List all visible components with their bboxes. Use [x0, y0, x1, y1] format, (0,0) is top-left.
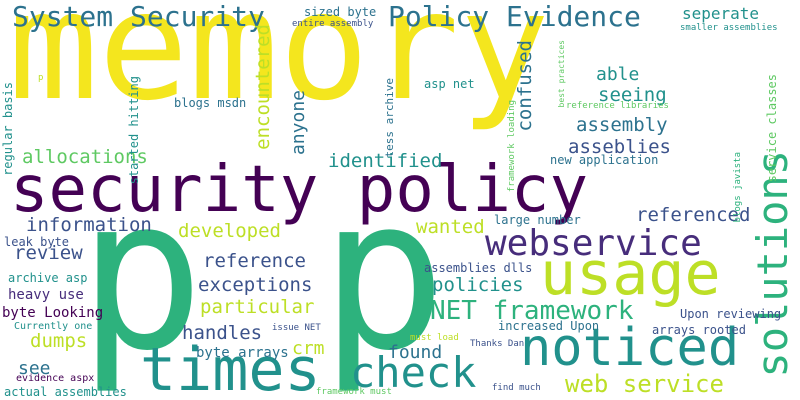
word-evidence-aspx: evidence aspx: [16, 373, 95, 384]
word-confused: confused: [514, 40, 536, 132]
word-web-service: web service: [565, 370, 724, 398]
word-solutions: solutions: [748, 150, 797, 378]
word-smaller-assemblies: smaller assemblies: [680, 23, 778, 33]
word-tess-archive: tess archive: [383, 78, 396, 158]
word-able: able: [596, 64, 640, 85]
word-currently-one: Currently one: [14, 321, 93, 332]
word-anyone: anyone: [288, 90, 309, 156]
word-found: found: [388, 342, 443, 363]
word-times: times: [140, 335, 321, 400]
word-asseblies: asseblies: [568, 136, 671, 158]
word-crm: crm: [292, 338, 325, 359]
word-archive-asp: archive asp: [8, 271, 88, 285]
word-reference-libraries: reference libraries: [566, 101, 669, 111]
word-actual-assemblies: actual assemblies: [4, 385, 127, 399]
word-byte-arrays: byte arrays: [196, 345, 289, 361]
word-noticed: noticed: [520, 318, 740, 378]
word-identified: identified: [328, 150, 443, 172]
word-system-security: System Security: [12, 0, 265, 33]
word-allocations: allocations: [22, 146, 148, 168]
word-assembly: assembly: [576, 114, 668, 136]
word-review: review: [14, 242, 83, 264]
word-check: check: [350, 348, 477, 397]
word-blogs-msdn: blogs msdn: [174, 96, 247, 110]
word-regular-basis: regular basis: [1, 82, 15, 176]
word-must-load: must load: [410, 333, 459, 343]
word-heavy-use: heavy use: [8, 287, 84, 303]
word-blogs-javista: blogs javista: [733, 152, 743, 223]
word-sized-byte: sized byte: [304, 5, 377, 19]
word-p-small: p: [38, 73, 44, 83]
word-policy-evidence: Policy Evidence: [388, 0, 641, 33]
word-entire-assembly: entire assembly: [292, 19, 374, 29]
word-large-number: large number: [494, 213, 581, 227]
word-dumps: dumps: [30, 330, 88, 352]
word-policies: policies: [432, 274, 524, 296]
word-seeing: seeing: [598, 84, 667, 106]
word-started-hitting: started hitting: [127, 76, 141, 185]
word-memory: memory: [8, 0, 550, 134]
word-information: information: [26, 214, 152, 236]
word-exceptions: exceptions: [198, 274, 313, 296]
word-upon-reviewing: Upon reviewing: [680, 307, 782, 321]
word-find-much: find much: [492, 383, 541, 393]
word-developed: developed: [178, 220, 281, 242]
word-net-framework: NET framework: [430, 296, 634, 326]
word-referenced: referenced: [636, 204, 751, 226]
word-p-left: p: [78, 152, 205, 397]
word-security-policy: security policy: [10, 153, 588, 227]
word-byte-looking: byte Looking: [2, 305, 104, 321]
word-webservice: webservice: [485, 223, 702, 264]
word-wanted: wanted: [416, 216, 485, 238]
word-framework-must: framework must: [316, 387, 392, 397]
word-see: see: [18, 358, 51, 379]
word-framework-loading: framework loading: [507, 100, 517, 193]
word-seperate: seperate: [682, 4, 760, 23]
word-leak-byte: leak byte: [4, 235, 70, 249]
word-service-classes: service classes: [765, 74, 779, 183]
word-reference: reference: [203, 250, 306, 272]
word-handles: handles: [182, 322, 263, 344]
word-assemblies-dlls: assemblies dlls: [424, 261, 533, 275]
word-new-application: new application: [550, 153, 659, 167]
word-issue-net: issue NET: [272, 323, 321, 333]
word-asp-net: asp net: [424, 77, 475, 91]
word-p-right: p: [320, 152, 447, 397]
word-thanks-dan: Thanks Dan: [470, 339, 525, 349]
word-best-practices: best practices: [557, 40, 566, 108]
word-increased-upon: increased Upon: [498, 319, 600, 333]
word-arrays-rooted: arrays rooted: [652, 323, 746, 337]
word-particular: particular: [200, 296, 315, 318]
word-usage: usage: [540, 239, 721, 309]
word-encountered: encountered: [252, 24, 274, 150]
